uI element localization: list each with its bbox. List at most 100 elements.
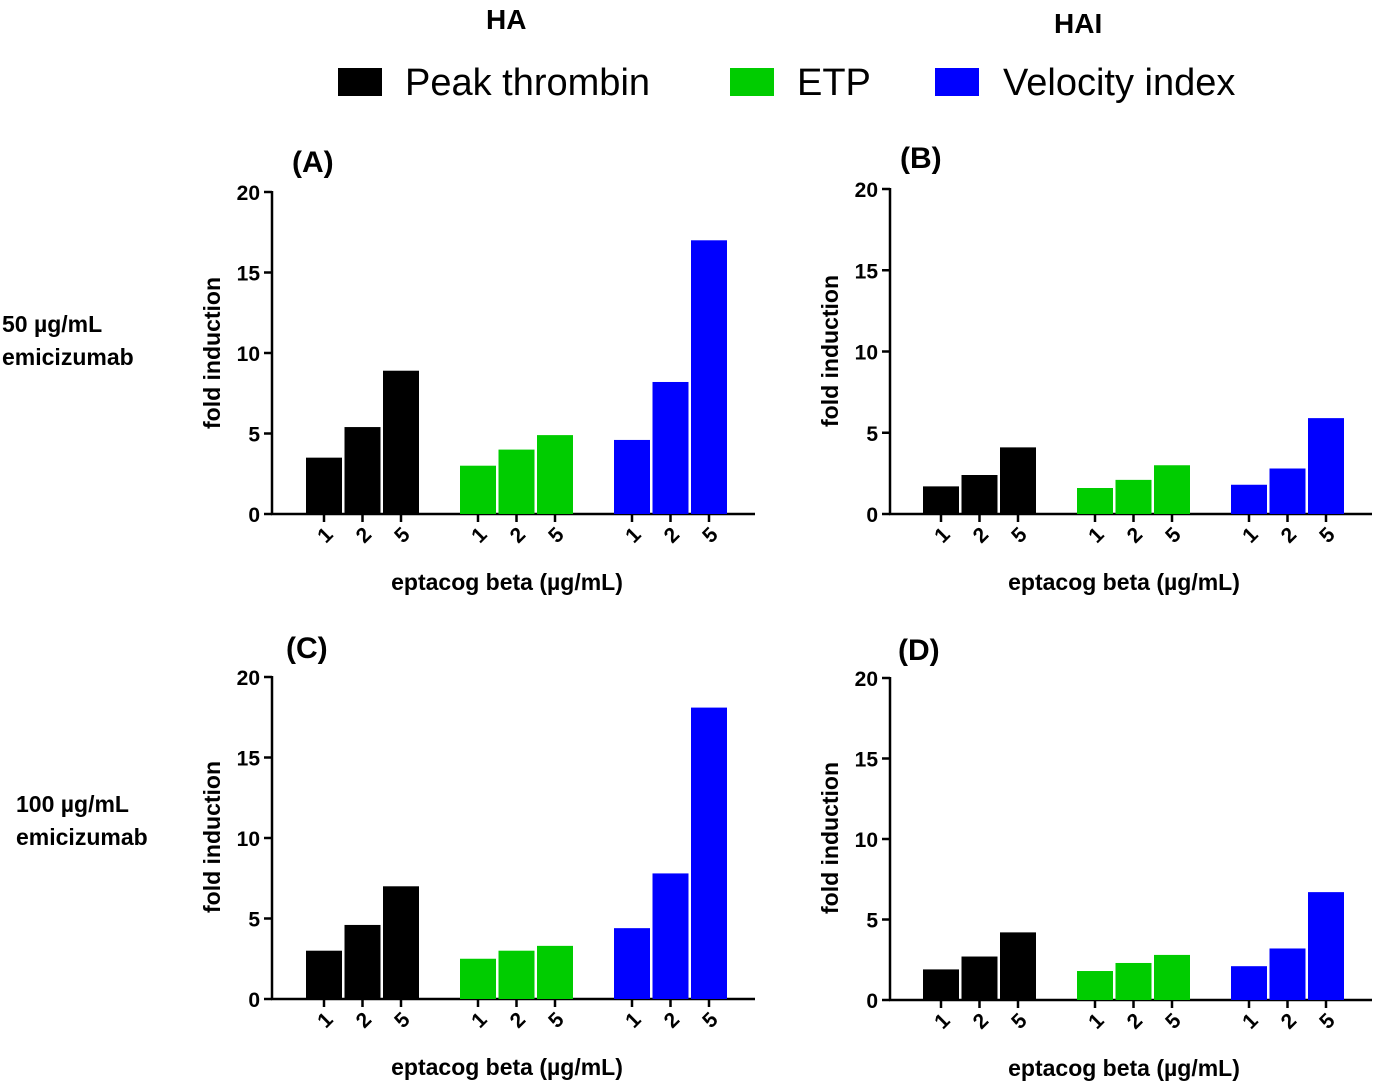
x-tick-label: 1 <box>1238 1009 1263 1034</box>
bar <box>614 928 650 999</box>
x-tick-label: 5 <box>544 523 569 548</box>
bar <box>460 958 496 999</box>
x-tick-label: 1 <box>313 1008 338 1033</box>
x-tick-label: 1 <box>1084 1009 1109 1034</box>
legend-swatch-velocity-index <box>935 68 979 96</box>
bar <box>1308 892 1344 1000</box>
y-tick-label: 0 <box>248 504 260 527</box>
bar <box>1308 418 1344 514</box>
x-tick-label: 2 <box>969 1009 994 1034</box>
x-tick-label: 5 <box>698 1008 723 1033</box>
x-tick-label: 2 <box>1123 523 1148 548</box>
y-axis-label: fold induction <box>817 762 843 914</box>
bar <box>1115 962 1152 1000</box>
x-tick-label: 5 <box>1007 523 1032 548</box>
y-tick-label: 20 <box>855 668 878 691</box>
bar <box>498 950 535 999</box>
x-tick-label: 5 <box>1007 1009 1032 1034</box>
bar <box>537 945 573 999</box>
bar <box>383 886 419 999</box>
bar <box>652 381 689 514</box>
x-tick-label: 1 <box>1084 523 1109 548</box>
y-tick-label: 5 <box>866 910 878 933</box>
panel-letter: (D) <box>898 634 940 667</box>
x-tick-label: 2 <box>506 523 531 548</box>
bar <box>652 873 689 999</box>
y-axis-label: fold induction <box>817 275 843 427</box>
x-tick-label: 5 <box>544 1008 569 1033</box>
x-tick-label: 1 <box>467 1008 492 1033</box>
y-tick-label: 15 <box>855 260 879 283</box>
y-tick-label: 20 <box>855 179 878 202</box>
x-tick-label: 1 <box>1238 523 1263 548</box>
y-tick-label: 0 <box>866 504 878 527</box>
x-tick-label: 2 <box>660 1008 685 1033</box>
bar <box>1115 479 1152 514</box>
row-label-100-line-1: 100 µg/mL <box>16 791 129 817</box>
y-tick-label: 10 <box>855 342 878 365</box>
bar <box>460 465 496 514</box>
y-tick-label: 20 <box>237 182 260 205</box>
bar <box>1154 954 1190 1000</box>
x-tick-label: 5 <box>1161 523 1186 548</box>
x-tick-label: 2 <box>969 523 994 548</box>
column-title-ha: HA <box>486 4 527 35</box>
x-tick-label: 1 <box>930 523 955 548</box>
x-tick-label: 5 <box>390 523 415 548</box>
y-tick-label: 0 <box>248 989 260 1012</box>
panel-letter: (B) <box>900 142 942 175</box>
y-axis-label: fold induction <box>199 277 225 429</box>
y-tick-label: 15 <box>237 263 261 286</box>
bar <box>1231 484 1267 514</box>
y-tick-label: 15 <box>855 749 879 772</box>
panel-letter: (C) <box>286 632 328 665</box>
x-tick-label: 5 <box>1161 1009 1186 1034</box>
bar <box>344 924 381 999</box>
bar <box>1269 948 1306 1000</box>
x-tick-label: 2 <box>1277 523 1302 548</box>
x-tick-label: 1 <box>930 1009 955 1034</box>
x-tick-label: 5 <box>1315 1009 1340 1034</box>
x-tick-label: 1 <box>467 523 492 548</box>
y-tick-label: 5 <box>248 909 260 932</box>
x-tick-label: 5 <box>390 1008 415 1033</box>
row-label-50: 50 µg/mL emicizumab <box>2 308 134 374</box>
y-tick-label: 5 <box>866 423 878 446</box>
x-tick-label: 1 <box>313 523 338 548</box>
legend: Peak thrombin ETP Velocity index <box>0 58 1382 108</box>
y-tick-label: 0 <box>866 990 878 1013</box>
bar <box>1077 971 1113 1000</box>
bar <box>383 370 419 514</box>
bar <box>961 475 998 514</box>
x-axis-label: eptacog beta (µg/mL) <box>391 1054 623 1080</box>
bar <box>1231 966 1267 1000</box>
bar <box>691 240 727 515</box>
bar <box>923 969 959 1000</box>
x-tick-label: 2 <box>506 1008 531 1033</box>
x-tick-label: 2 <box>1123 1009 1148 1034</box>
x-axis-label: eptacog beta (µg/mL) <box>1008 569 1240 595</box>
x-tick-label: 5 <box>1315 523 1340 548</box>
row-label-50-line-2: emicizumab <box>2 344 134 370</box>
x-tick-label: 1 <box>621 523 646 548</box>
bar <box>614 439 650 514</box>
x-axis-label: eptacog beta (µg/mL) <box>391 569 623 595</box>
row-label-100: 100 µg/mL emicizumab <box>16 788 148 854</box>
bar <box>344 427 381 514</box>
x-tick-label: 2 <box>660 523 685 548</box>
row-label-50-line-1: 50 µg/mL <box>2 311 103 337</box>
x-axis-label: eptacog beta (µg/mL) <box>1008 1055 1240 1081</box>
legend-swatch-peak-thrombin <box>338 68 382 96</box>
y-tick-label: 10 <box>237 343 260 366</box>
bar <box>306 950 342 999</box>
bar <box>1000 447 1036 514</box>
legend-label-velocity-index: Velocity index <box>1003 62 1236 104</box>
bar <box>691 707 727 999</box>
bar <box>306 457 342 514</box>
panel-letter: (A) <box>292 146 334 179</box>
bar <box>498 449 535 514</box>
